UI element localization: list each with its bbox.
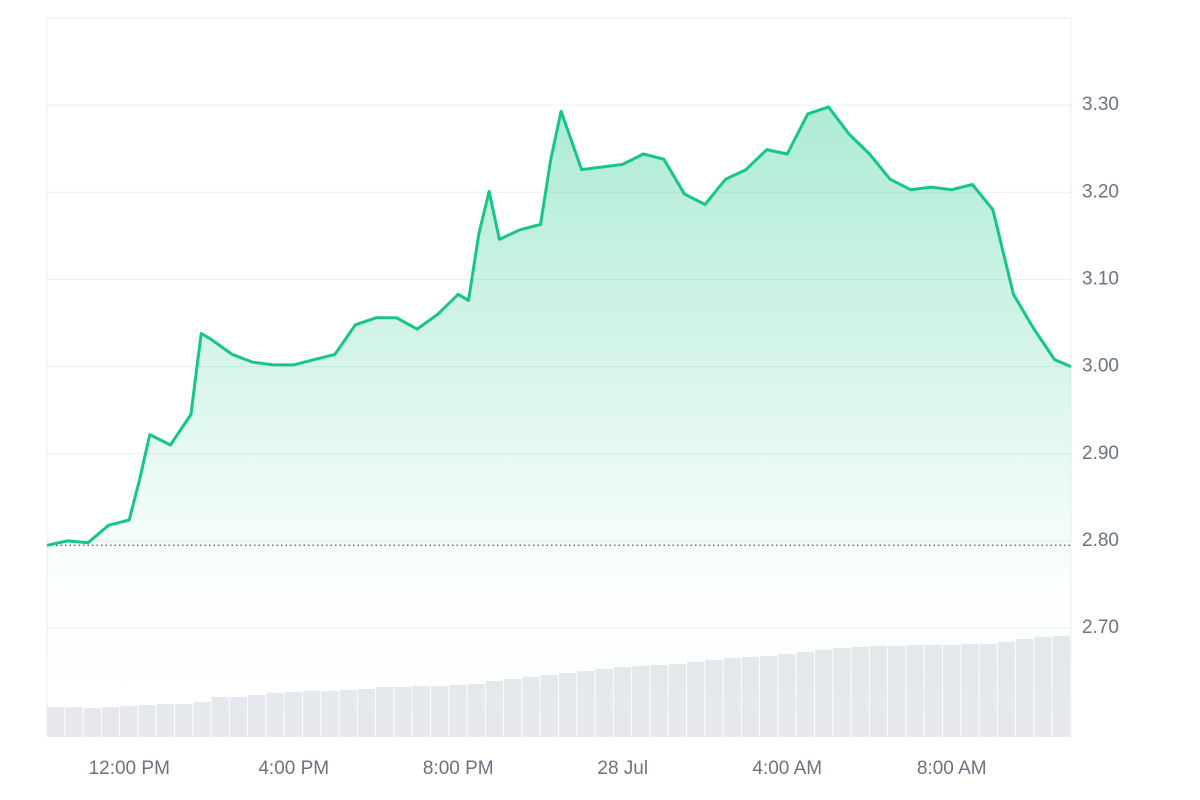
x-tick-label: 8:00 AM: [917, 758, 987, 779]
y-tick-label: 3.00: [1082, 356, 1119, 377]
x-tick-label: 4:00 PM: [258, 758, 329, 779]
x-tick-label: 4:00 AM: [752, 758, 822, 779]
y-tick-label: 2.70: [1082, 617, 1119, 638]
x-tick-label: 8:00 PM: [423, 758, 494, 779]
y-tick-label: 2.90: [1082, 443, 1119, 464]
x-tick-label: 28 Jul: [597, 758, 648, 779]
price-line: [46, 105, 1072, 547]
y-tick-label: 3.10: [1082, 268, 1119, 289]
x-tick-label: 12:00 PM: [89, 758, 170, 779]
y-tick-label: 2.80: [1082, 530, 1119, 551]
y-tick-label: 3.20: [1082, 181, 1119, 202]
y-tick-label: 3.30: [1082, 94, 1119, 115]
area-fill: [47, 106, 1071, 737]
